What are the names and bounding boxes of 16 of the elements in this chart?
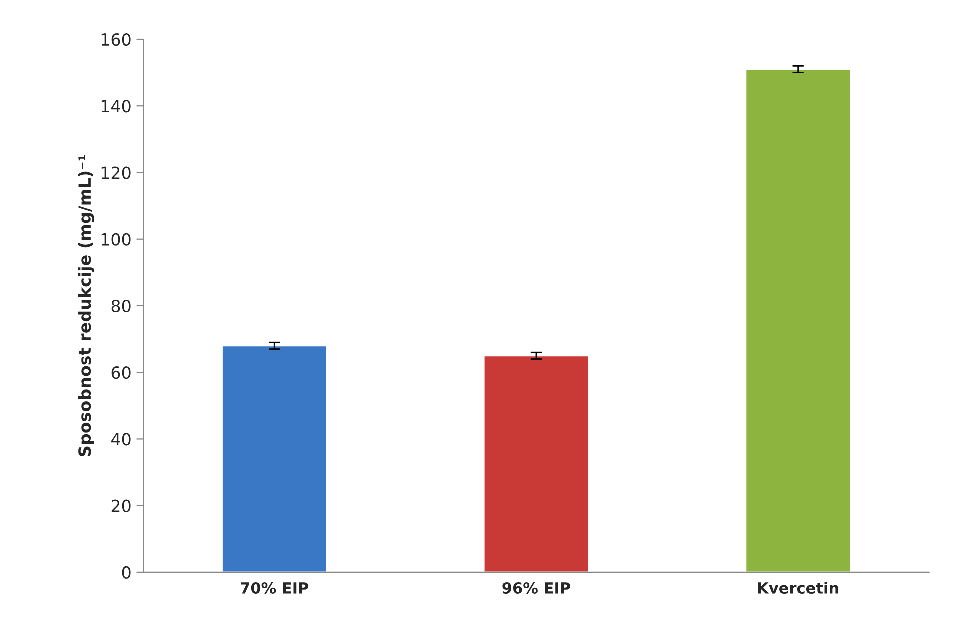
x-tick-label: Kvercetin — [758, 582, 838, 594]
y-tick-label: 0 — [122, 566, 131, 580]
bar — [745, 68, 852, 572]
y-tick-label: 20 — [112, 500, 131, 512]
y-tick-label: 60 — [112, 366, 131, 380]
bar — [222, 345, 328, 572]
y-tick-label: 40 — [112, 433, 131, 446]
y-tick-label: 80 — [112, 300, 131, 313]
x-tick-label: 70% EIP — [241, 582, 309, 594]
x-tick-label: 96% EIP — [502, 582, 570, 594]
y-axis-title: Sposobnost redukcije (mg/mL)⁻¹ — [78, 155, 95, 456]
y-tick-label: 100 — [102, 233, 131, 246]
bar — [483, 355, 590, 572]
y-tick-label: 160 — [102, 33, 131, 46]
y-tick-label: 120 — [102, 166, 131, 180]
y-tick-label: 140 — [102, 100, 131, 113]
